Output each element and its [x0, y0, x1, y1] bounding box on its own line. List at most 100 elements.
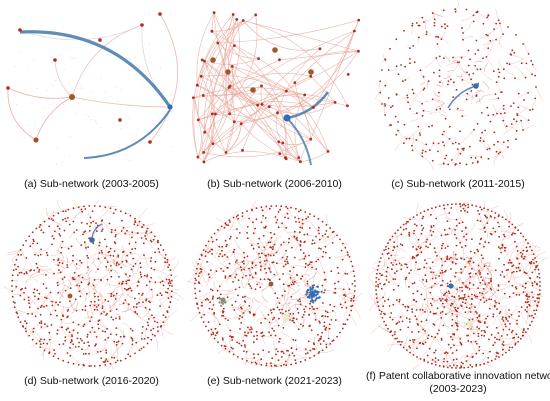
node — [114, 361, 117, 364]
node — [154, 251, 156, 254]
node — [99, 364, 101, 367]
node — [516, 257, 519, 260]
node — [21, 287, 23, 290]
node — [515, 120, 518, 123]
edge — [450, 228, 463, 232]
node — [112, 255, 115, 257]
edge — [258, 58, 312, 140]
node — [447, 245, 449, 248]
node — [412, 298, 415, 301]
node — [317, 229, 320, 232]
edge — [107, 267, 111, 274]
node — [82, 353, 85, 355]
node — [115, 308, 118, 311]
edge — [106, 356, 117, 360]
edge — [458, 62, 465, 73]
node — [281, 350, 284, 353]
edge — [157, 288, 165, 296]
edge — [99, 306, 102, 309]
edge — [520, 120, 524, 129]
edge — [76, 285, 87, 299]
edge — [207, 311, 221, 325]
node — [320, 335, 323, 338]
node — [536, 297, 539, 299]
node — [244, 295, 246, 298]
node — [484, 129, 486, 132]
node — [168, 284, 171, 287]
node — [278, 302, 281, 304]
node — [46, 254, 49, 257]
edge — [277, 30, 355, 113]
node — [439, 107, 442, 110]
node — [98, 38, 102, 42]
edge — [60, 321, 74, 324]
node — [432, 271, 435, 274]
node — [242, 260, 245, 262]
edge — [350, 293, 364, 307]
node — [429, 243, 432, 246]
edge — [95, 270, 97, 274]
node — [249, 312, 252, 314]
node — [430, 214, 432, 216]
node — [323, 271, 326, 274]
edge — [199, 272, 206, 284]
node — [231, 339, 234, 341]
node — [304, 255, 307, 258]
node — [531, 73, 533, 76]
node — [281, 308, 283, 311]
edge — [232, 66, 314, 108]
edge — [436, 84, 442, 88]
edge — [197, 84, 301, 162]
node — [274, 292, 277, 295]
node — [409, 62, 411, 65]
node — [510, 314, 513, 316]
node — [464, 311, 467, 314]
node — [270, 362, 272, 365]
node — [494, 269, 497, 272]
node — [288, 354, 291, 357]
edge — [75, 274, 81, 283]
node — [536, 305, 539, 308]
node — [108, 222, 111, 225]
node — [470, 156, 473, 159]
node — [510, 261, 513, 264]
edge — [506, 312, 517, 321]
node — [72, 207, 75, 210]
bg-dot — [130, 103, 132, 105]
edge — [436, 256, 448, 262]
node — [511, 284, 514, 287]
node — [151, 333, 154, 336]
edge — [476, 274, 480, 283]
node — [469, 275, 472, 278]
node — [398, 298, 401, 301]
node — [18, 271, 21, 274]
node — [207, 299, 210, 301]
edge — [86, 284, 99, 295]
node — [232, 216, 235, 219]
edge — [212, 113, 227, 153]
edge — [115, 313, 121, 316]
node — [152, 327, 155, 330]
node — [43, 220, 46, 223]
node — [300, 277, 302, 280]
edge — [300, 138, 312, 162]
node — [260, 332, 263, 335]
node — [272, 308, 275, 311]
node — [265, 205, 268, 208]
edge — [241, 279, 245, 289]
edge — [280, 304, 285, 307]
edge — [222, 19, 237, 114]
strong-edge — [83, 109, 171, 159]
edge — [309, 221, 320, 234]
edge — [523, 42, 529, 55]
edge — [131, 232, 137, 238]
node — [221, 255, 224, 258]
node — [517, 266, 520, 269]
node — [329, 303, 332, 306]
cluster-node — [314, 298, 317, 301]
node — [64, 217, 67, 220]
node — [427, 334, 430, 337]
node — [422, 343, 425, 346]
node — [308, 313, 311, 316]
node — [91, 210, 94, 212]
